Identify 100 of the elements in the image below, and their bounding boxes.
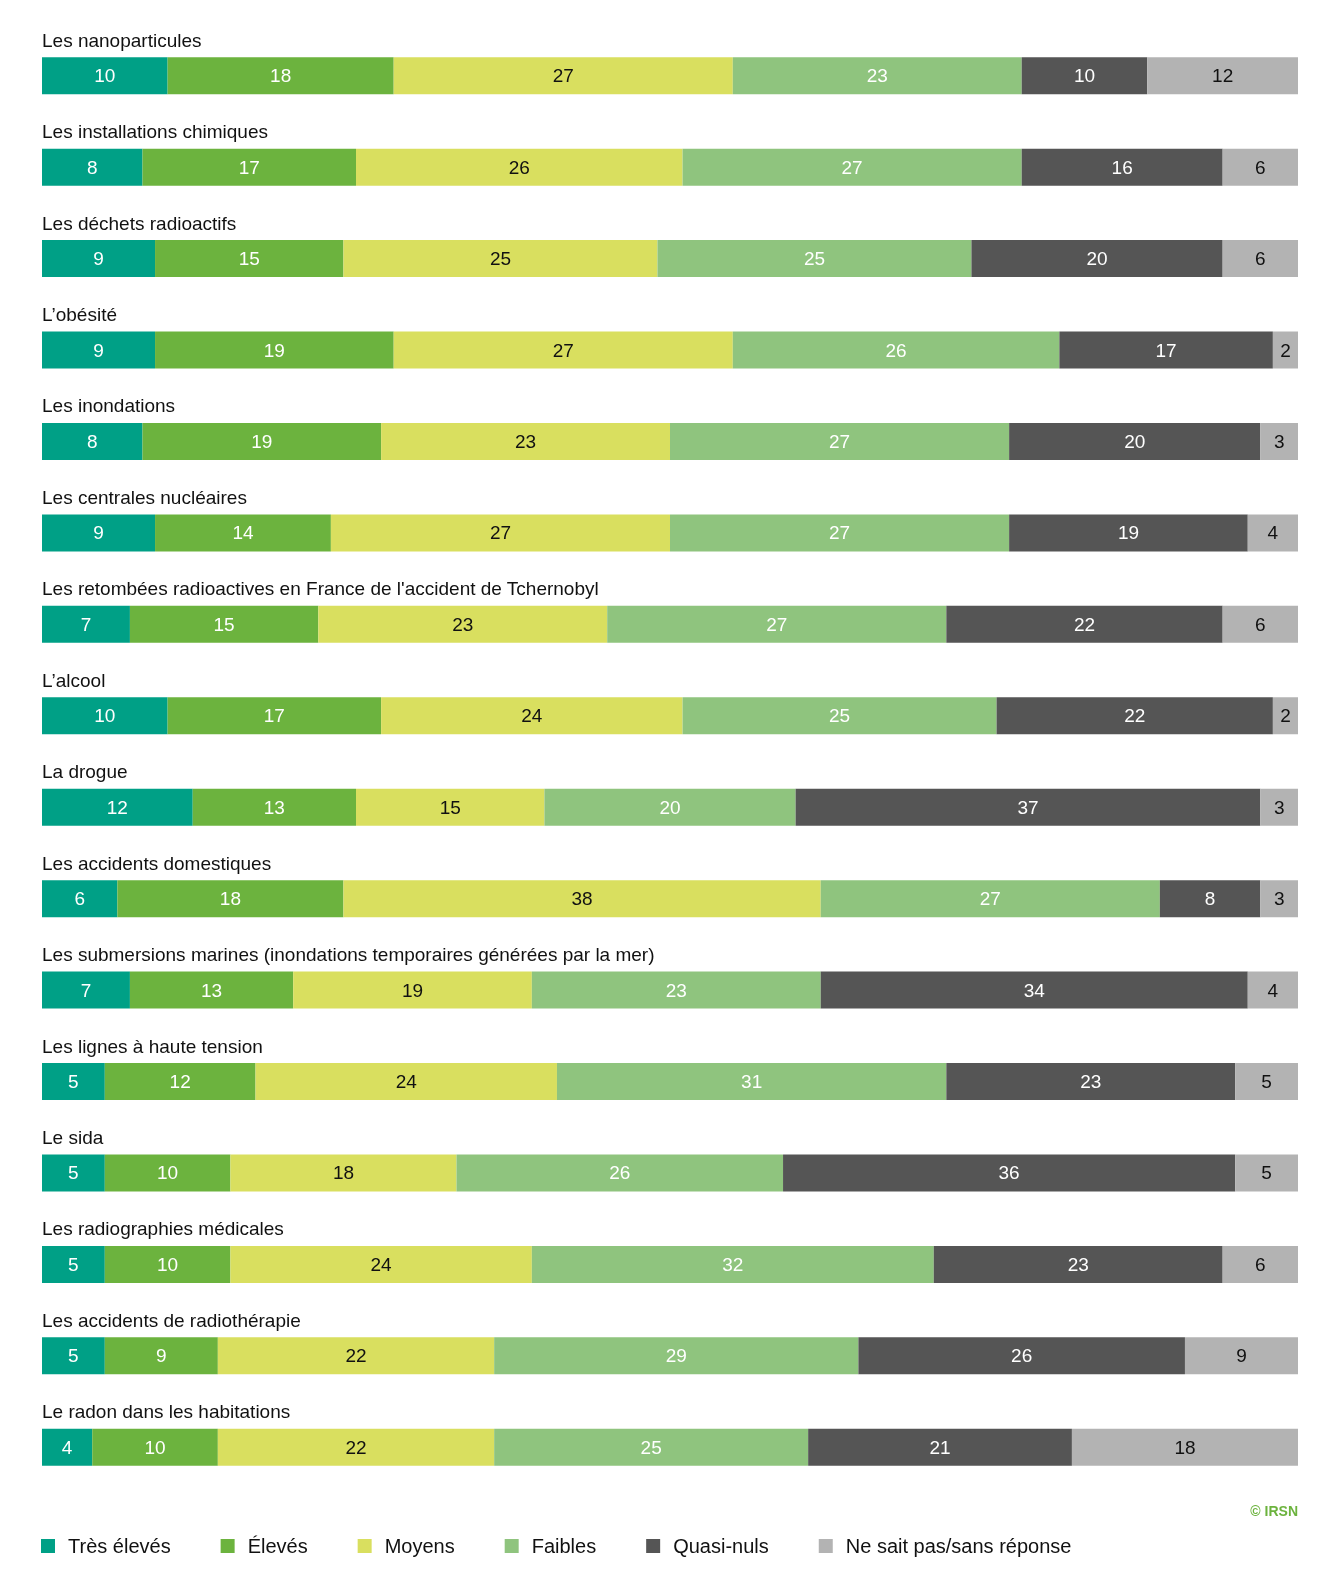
- bar: [1021, 148, 1223, 186]
- bar: [1147, 57, 1298, 95]
- data-label: 38: [571, 888, 593, 910]
- data-label: 8: [86, 430, 98, 452]
- bar: [393, 331, 733, 369]
- bar: [1021, 57, 1148, 95]
- data-label: 27: [841, 156, 863, 178]
- bar: [381, 422, 670, 460]
- data-label: 6: [1255, 156, 1266, 178]
- data-label: 18: [219, 888, 241, 910]
- data-label: 25: [489, 248, 512, 270]
- y-tick-label: Les submersions marines (inondations temporaires générées par la mer): [42, 944, 655, 966]
- data-label: 12: [169, 1071, 191, 1093]
- data-label: 19: [1117, 522, 1140, 544]
- y-tick-label: Les retombées radioactives en France de l'accident de Tchernobyl: [42, 578, 599, 600]
- data-label: 10: [157, 1162, 179, 1184]
- data-label: 12: [106, 796, 128, 818]
- data-label: 5: [68, 1253, 79, 1275]
- bar: [129, 605, 319, 643]
- data-label: 18: [332, 1162, 355, 1184]
- data-label: 13: [263, 796, 285, 818]
- bar: [1272, 697, 1298, 735]
- bar: [42, 1063, 105, 1101]
- bar: [971, 240, 1223, 278]
- data-label: 27: [828, 430, 851, 452]
- y-tick-label: Les accidents domestiques: [42, 852, 272, 874]
- bar: [42, 422, 143, 460]
- bar: [494, 1428, 809, 1466]
- bar: [142, 148, 356, 186]
- data-label: 22: [1124, 705, 1146, 727]
- data-label: 17: [263, 705, 285, 727]
- bar: [318, 605, 608, 643]
- legend-label: Élevés: [247, 1535, 308, 1557]
- data-label: 22: [345, 1345, 367, 1367]
- bar: [42, 1245, 105, 1283]
- y-tick-label: Les centrales nucléaires: [42, 486, 247, 508]
- bar: [946, 1063, 1236, 1101]
- data-label: 21: [929, 1436, 951, 1458]
- y-tick-label: Les lignes à haute tension: [42, 1035, 263, 1057]
- data-label: 5: [68, 1071, 79, 1093]
- bar: [795, 788, 1261, 826]
- bar: [217, 1428, 495, 1466]
- data-label: 24: [521, 705, 543, 727]
- bar: [1009, 514, 1248, 552]
- bar: [192, 788, 356, 826]
- data-label: 19: [401, 979, 424, 1001]
- bar: [42, 57, 168, 95]
- bar: [42, 788, 193, 826]
- data-label: 7: [80, 613, 92, 635]
- bar: [531, 1245, 934, 1283]
- data-label: 19: [263, 339, 285, 361]
- y-tick-label: Les installations chimiques: [42, 121, 269, 143]
- bar: [820, 880, 1160, 918]
- bar: [1222, 240, 1298, 278]
- bar: [1235, 1154, 1298, 1192]
- bar: [330, 514, 670, 552]
- data-label: 22: [1073, 613, 1096, 635]
- y-tick-label: L’alcool: [42, 669, 106, 691]
- data-label: 34: [1023, 979, 1046, 1001]
- data-label: 4: [1267, 522, 1279, 544]
- data-label: 27: [552, 339, 574, 361]
- bar: [42, 1154, 105, 1192]
- bar: [1159, 880, 1261, 918]
- bar: [155, 514, 331, 552]
- legend-label: Faibles: [531, 1535, 597, 1557]
- data-label: 5: [1261, 1162, 1272, 1184]
- data-label: 5: [68, 1162, 79, 1184]
- data-label: 6: [74, 888, 85, 910]
- bar: [42, 971, 130, 1009]
- data-label: 27: [489, 522, 512, 544]
- bar: [1222, 148, 1298, 186]
- data-label: 15: [238, 248, 260, 270]
- bar: [293, 971, 532, 1009]
- bar: [933, 1245, 1223, 1283]
- bar: [104, 1337, 218, 1375]
- bar: [129, 971, 294, 1009]
- bar: [343, 880, 821, 918]
- data-label: 8: [86, 156, 98, 178]
- data-label: 17: [1155, 339, 1177, 361]
- bar: [1247, 514, 1298, 552]
- bar: [1260, 880, 1298, 918]
- data-label: 9: [93, 248, 104, 270]
- data-label: 23: [1067, 1253, 1089, 1275]
- data-label: 23: [514, 430, 537, 452]
- data-label: 23: [452, 613, 474, 635]
- bar: [42, 697, 168, 735]
- bar: [356, 148, 683, 186]
- data-label: 10: [94, 705, 116, 727]
- bar: [42, 1337, 105, 1375]
- bar: [167, 57, 394, 95]
- bar: [356, 788, 545, 826]
- data-label: 24: [395, 1071, 418, 1093]
- y-tick-label: Le radon dans les habitations: [42, 1401, 291, 1423]
- bar: [104, 1063, 256, 1101]
- bar: [393, 57, 733, 95]
- data-label: 8: [1204, 888, 1216, 910]
- bar: [1184, 1337, 1298, 1375]
- bar: [682, 697, 997, 735]
- data-label: 27: [552, 65, 574, 87]
- data-label: 18: [270, 65, 292, 87]
